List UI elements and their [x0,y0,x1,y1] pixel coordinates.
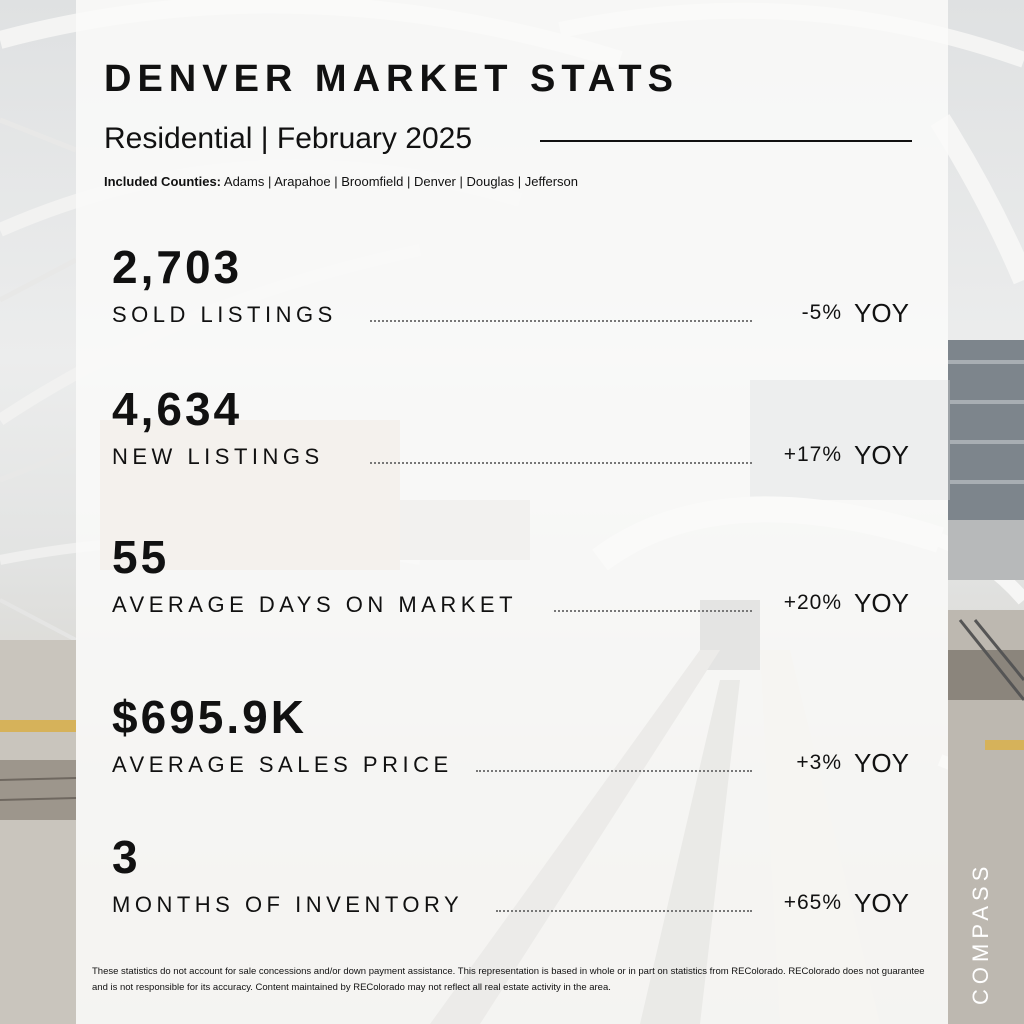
dotted-leader [476,770,752,772]
stat-period: YOY [854,298,909,328]
stat-value: 2,703 [112,241,243,293]
disclaimer-text: These statistics do not account for sale… [92,966,925,993]
stat-label: SOLD LISTINGS [112,302,337,327]
stat-months-of-inventory: 3 MONTHS OF INVENTORY +65% YOY [112,832,912,932]
stat-change: -5% [801,301,842,324]
dotted-leader [554,610,752,612]
page-title: DENVER MARKET STATS [104,58,679,100]
included-counties: Included Counties: Adams | Arapahoe | Br… [104,174,578,189]
stat-period: YOY [854,440,909,470]
stat-period: YOY [854,888,909,918]
stat-label: MONTHS OF INVENTORY [112,892,464,917]
stat-label: AVERAGE SALES PRICE [112,752,453,777]
stat-change: +65% [783,891,842,914]
dotted-leader [370,320,752,322]
page-subtitle: Residential | February 2025 [104,122,472,155]
dotted-leader [370,462,752,464]
stat-period: YOY [854,748,909,778]
counties-label: Included Counties: [104,174,221,189]
dotted-leader [496,910,752,912]
stat-average-days-on-market: 55 AVERAGE DAYS ON MARKET +20% YOY [112,532,912,632]
stat-sold-listings: 2,703 SOLD LISTINGS -5% YOY [112,242,912,342]
stat-change: +17% [783,443,842,466]
stat-change: +3% [796,751,842,774]
stat-label: NEW LISTINGS [112,444,324,469]
stat-label: AVERAGE DAYS ON MARKET [112,592,518,617]
stat-period: YOY [854,588,909,618]
subtitle-rule [540,140,912,142]
stat-value: 3 [112,831,141,883]
compass-logo: COMPASS [968,861,993,1005]
stat-new-listings: 4,634 NEW LISTINGS +17% YOY [112,384,912,484]
stat-value: $695.9K [112,691,307,743]
stat-change: +20% [783,591,842,614]
counties-list: Adams | Arapahoe | Broomfield | Denver |… [223,174,579,189]
stats-panel [76,0,948,1024]
stat-value: 55 [112,531,170,583]
stat-value: 4,634 [112,383,243,435]
stat-average-sales-price: $695.9K AVERAGE SALES PRICE +3% YOY [112,692,912,792]
